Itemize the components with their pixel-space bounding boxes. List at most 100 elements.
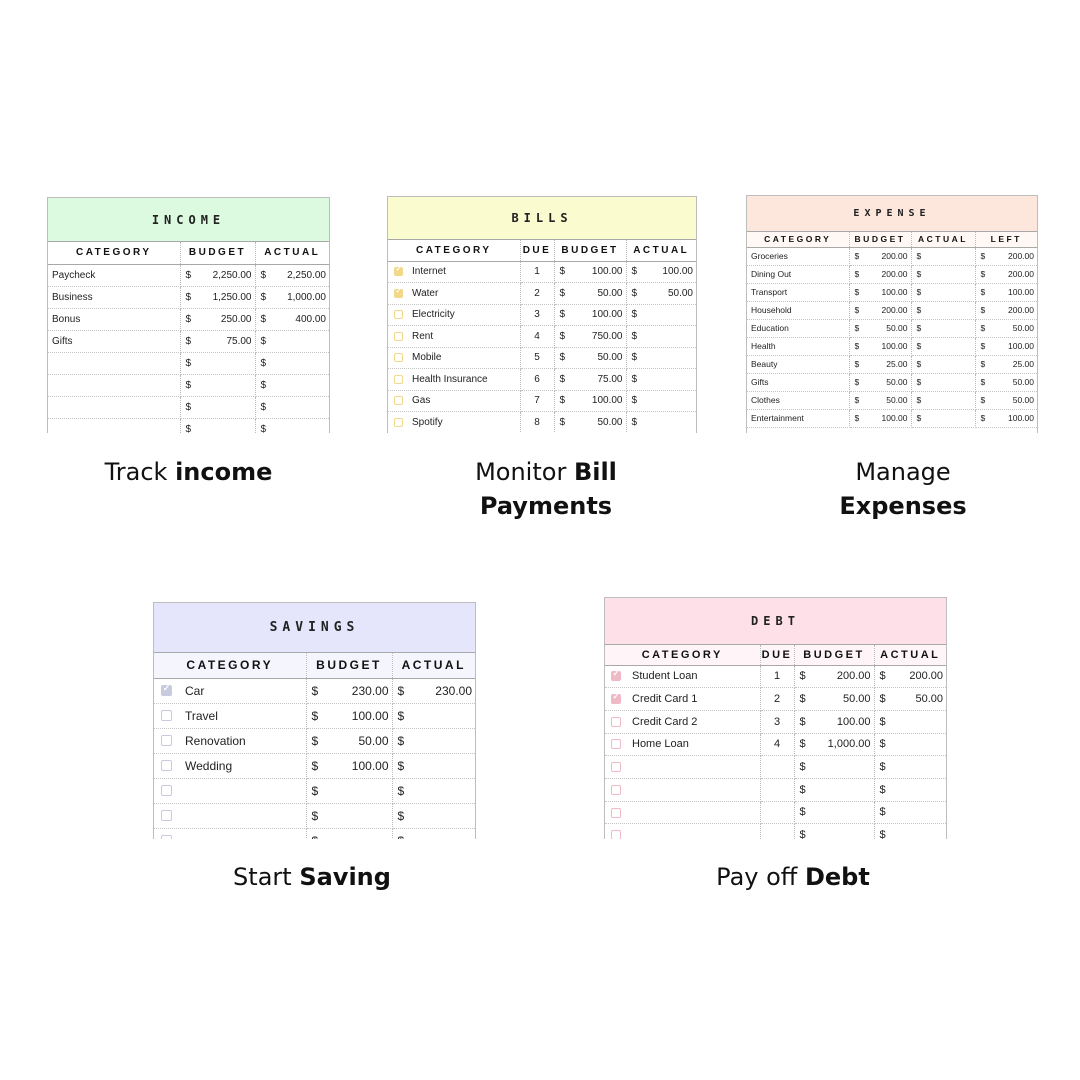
status-checkbox[interactable] [394, 287, 403, 298]
left-cell[interactable]: $25.00 [975, 355, 1037, 374]
budget-cell[interactable]: $ [794, 755, 875, 779]
budget-cell[interactable]: $200.00 [849, 265, 912, 284]
category-cell[interactable] [48, 352, 181, 375]
actual-cell[interactable]: $ [255, 396, 329, 419]
category-cell[interactable]: Beauty [747, 355, 850, 374]
category-cell[interactable] [154, 778, 307, 804]
budget-cell[interactable]: $200.00 [849, 247, 912, 266]
budget-cell[interactable]: $ [306, 828, 393, 839]
actual-cell[interactable]: $ [626, 368, 696, 391]
actual-cell[interactable]: $50.00 [874, 687, 946, 711]
category-cell[interactable]: Electricity [388, 304, 521, 326]
status-checkbox[interactable] [394, 331, 403, 341]
actual-cell[interactable]: $100.00 [626, 261, 696, 283]
status-checkbox[interactable] [161, 710, 172, 722]
category-cell[interactable]: Entertainment [747, 409, 850, 428]
category-cell[interactable]: Travel [154, 703, 307, 729]
budget-cell[interactable]: $ [794, 778, 875, 802]
budget-cell[interactable]: $100.00 [849, 283, 912, 302]
category-cell[interactable]: Student Loan [605, 665, 761, 689]
status-checkbox[interactable] [394, 353, 403, 363]
budget-cell[interactable]: $1,000.00 [794, 733, 875, 757]
actual-cell[interactable]: $ [874, 755, 946, 779]
budget-cell[interactable]: $100.00 [849, 337, 912, 356]
actual-cell[interactable]: $ [874, 778, 946, 802]
budget-cell[interactable]: $50.00 [554, 411, 627, 433]
actual-cell[interactable]: $ [911, 355, 976, 374]
due-cell[interactable]: 2 [760, 687, 795, 711]
budget-cell[interactable]: $100.00 [554, 304, 627, 326]
category-cell[interactable] [48, 418, 181, 433]
left-cell[interactable]: $200.00 [975, 247, 1037, 266]
category-cell[interactable]: Health [747, 337, 850, 356]
status-checkbox[interactable] [611, 762, 621, 773]
actual-cell[interactable]: $ [911, 391, 976, 410]
actual-cell[interactable]: $ [626, 304, 696, 326]
due-cell[interactable]: 3 [760, 710, 795, 734]
category-cell[interactable]: Bonus [48, 308, 181, 331]
category-cell[interactable]: Transport [747, 283, 850, 302]
category-cell[interactable]: Credit Card 1 [605, 687, 761, 711]
left-cell[interactable]: $100.00 [975, 337, 1037, 356]
category-cell[interactable] [48, 374, 181, 397]
actual-cell[interactable]: $ [392, 778, 475, 804]
due-cell[interactable] [760, 778, 795, 802]
budget-cell[interactable]: $ [794, 823, 875, 839]
category-cell[interactable] [154, 803, 307, 829]
due-cell[interactable]: 7 [520, 390, 555, 412]
actual-cell[interactable]: $ [874, 801, 946, 825]
budget-cell[interactable]: $25.00 [849, 355, 912, 374]
category-cell[interactable] [605, 823, 761, 839]
category-cell[interactable]: Credit Card 2 [605, 710, 761, 734]
category-cell[interactable]: Rent [388, 325, 521, 348]
category-cell[interactable]: Home Loan [605, 733, 761, 757]
budget-cell[interactable]: $ [306, 778, 393, 804]
actual-cell[interactable]: $ [255, 374, 329, 397]
budget-cell[interactable]: $100.00 [849, 409, 912, 428]
left-cell[interactable]: $50.00 [975, 373, 1037, 392]
budget-cell[interactable]: $250.00 [180, 308, 256, 331]
budget-cell[interactable]: $1,250.00 [180, 286, 256, 309]
actual-cell[interactable]: $ [911, 409, 976, 428]
budget-cell[interactable]: $75.00 [180, 330, 256, 353]
status-checkbox[interactable] [611, 739, 621, 750]
budget-cell[interactable]: $50.00 [554, 282, 627, 305]
status-checkbox[interactable] [394, 396, 403, 406]
actual-cell[interactable]: $ [626, 325, 696, 348]
budget-cell[interactable]: $100.00 [794, 710, 875, 734]
due-cell[interactable]: 4 [760, 733, 795, 757]
actual-cell[interactable]: $230.00 [392, 678, 475, 704]
category-cell[interactable]: Gifts [747, 373, 850, 392]
actual-cell[interactable]: $ [874, 710, 946, 734]
actual-cell[interactable]: $ [911, 301, 976, 320]
budget-cell[interactable]: $230.00 [306, 678, 393, 704]
status-checkbox[interactable] [611, 784, 621, 795]
category-cell[interactable]: Health Insurance [388, 368, 521, 391]
category-cell[interactable] [48, 396, 181, 419]
category-cell[interactable]: Spotify [388, 411, 521, 433]
due-cell[interactable]: 4 [520, 325, 555, 348]
status-checkbox[interactable] [394, 417, 403, 427]
category-cell[interactable]: Wedding [154, 753, 307, 779]
budget-cell[interactable]: $100.00 [306, 703, 393, 729]
due-cell[interactable]: 5 [520, 347, 555, 369]
category-cell[interactable]: Groceries [747, 247, 850, 266]
budget-cell[interactable]: $50.00 [794, 687, 875, 711]
category-cell[interactable]: Mobile [388, 347, 521, 369]
actual-cell[interactable]: $200.00 [874, 665, 946, 689]
status-checkbox[interactable] [611, 692, 621, 705]
category-cell[interactable] [605, 778, 761, 802]
status-checkbox[interactable] [394, 374, 403, 384]
category-cell[interactable]: Business [48, 286, 181, 309]
category-cell[interactable]: Gifts [48, 330, 181, 353]
category-cell[interactable]: Dining Out [747, 265, 850, 284]
actual-cell[interactable]: $ [626, 347, 696, 369]
category-cell[interactable]: Education [747, 319, 850, 338]
budget-cell[interactable]: $50.00 [849, 319, 912, 338]
budget-cell[interactable]: $50.00 [849, 373, 912, 392]
actual-cell[interactable]: $50.00 [626, 282, 696, 305]
category-cell[interactable] [154, 828, 307, 839]
budget-cell[interactable]: $100.00 [554, 390, 627, 412]
category-cell[interactable]: Paycheck [48, 264, 181, 287]
actual-cell[interactable]: $ [392, 728, 475, 754]
